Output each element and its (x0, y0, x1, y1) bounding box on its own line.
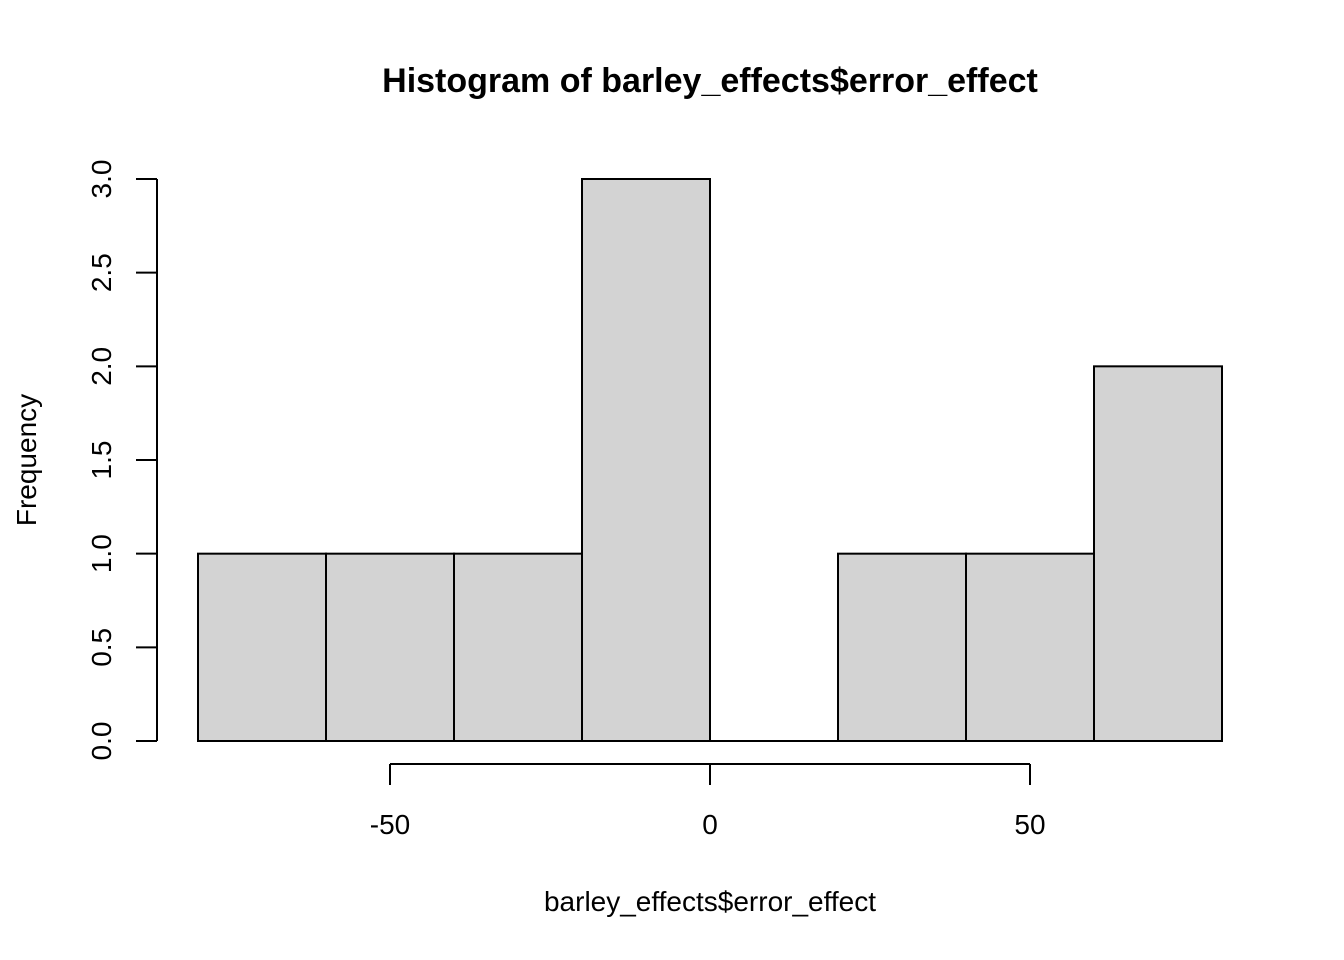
bars-group (197, 178, 1223, 743)
x-axis-label: barley_effects$error_effect (544, 886, 876, 917)
x-tick-label-0: -50 (370, 809, 410, 840)
y-axis: 0.0 0.5 1.0 1.5 2.0 2.5 3.0 (86, 160, 158, 761)
chart-title: Histogram of barley_effects$error_effect (382, 62, 1038, 100)
histogram-bar-6 (965, 552, 1095, 743)
x-axis: -50 0 50 (370, 763, 1046, 840)
y-tick-label-6: 3.0 (86, 160, 117, 199)
histogram-bar-1 (325, 552, 455, 743)
y-tick-label-3: 1.5 (86, 441, 117, 480)
y-tick-label-2: 1.0 (86, 534, 117, 573)
x-tick-label-1: 0 (702, 809, 718, 840)
histogram-bar-0 (197, 552, 327, 743)
histogram-bar-5 (837, 552, 967, 743)
y-axis-label: Frequency (11, 394, 42, 526)
y-tick-label-1: 0.5 (86, 628, 117, 667)
y-tick-label-5: 2.5 (86, 253, 117, 292)
x-tick-label-2: 50 (1014, 809, 1045, 840)
y-tick-label-0: 0.0 (86, 722, 117, 761)
y-tick-label-4: 2.0 (86, 347, 117, 386)
histogram-bar-2 (453, 552, 583, 743)
histogram-bar-3 (581, 178, 711, 742)
histogram-bar-7 (1093, 365, 1223, 742)
